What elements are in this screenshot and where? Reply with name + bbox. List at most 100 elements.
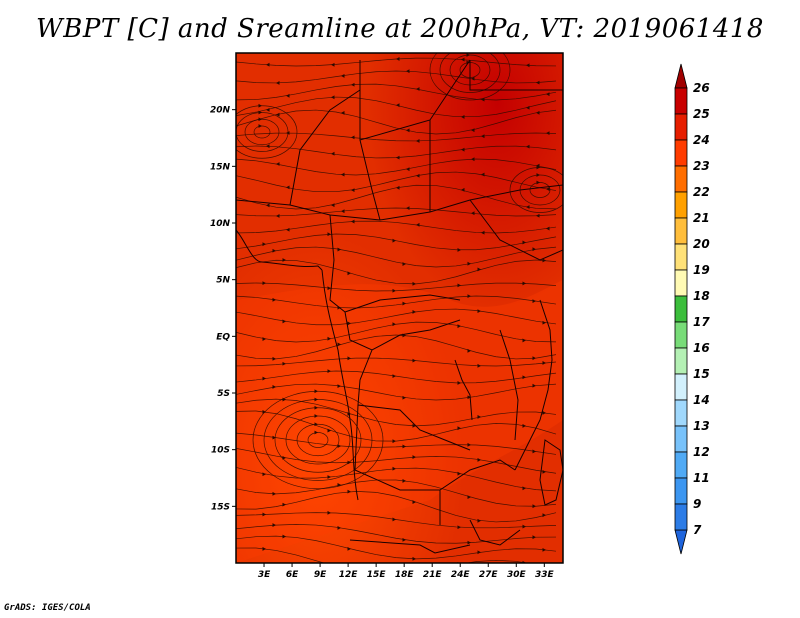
- colorbar-label: 24: [693, 133, 710, 147]
- streamline-arrow: [457, 426, 461, 431]
- streamline-arrow: [532, 449, 536, 454]
- streamline: [236, 259, 557, 285]
- streamline-arrow: [477, 550, 481, 555]
- streamline-arrow: [536, 173, 540, 177]
- coastline-west-africa: [236, 229, 323, 271]
- streamline-arrow: [532, 535, 536, 540]
- streamline-arrow: [536, 180, 540, 185]
- streamline-arrow: [266, 107, 270, 112]
- streamline-arrow: [272, 523, 276, 528]
- streamline-arrow: [522, 281, 526, 286]
- streamline: [252, 390, 384, 490]
- wbpt-field-cool-sw: [236, 53, 563, 563]
- streamline: [236, 479, 557, 507]
- streamline-arrow: [412, 423, 416, 428]
- streamline-arrow: [471, 128, 475, 133]
- streamline-arrow: [477, 267, 481, 272]
- streamline-arrow: [314, 389, 318, 394]
- streamline: [274, 407, 362, 473]
- streamline-arrow: [262, 376, 266, 381]
- border-car: [344, 294, 461, 313]
- streamline-arrow: [327, 369, 331, 374]
- streamline-arrow: [477, 363, 481, 368]
- streamline-arrow: [392, 322, 396, 327]
- streamline: [236, 370, 557, 384]
- streamline: [236, 491, 557, 523]
- map-frame: [235, 52, 564, 564]
- streamline-arrow: [522, 524, 526, 529]
- coastline-gulf: [321, 269, 359, 501]
- streamline-arrow: [457, 248, 461, 252]
- streamline: [236, 334, 557, 360]
- streamline-arrow: [467, 348, 471, 353]
- streamline-arrow: [477, 518, 481, 523]
- lon-tick-label: 24E: [451, 570, 471, 580]
- streamline-arrow: [536, 213, 540, 218]
- streamline-arrow: [392, 466, 396, 471]
- streamline-arrow: [262, 512, 266, 517]
- streamline-arrow: [467, 261, 471, 266]
- streamline: [285, 415, 351, 465]
- colorbar-bin: [674, 347, 688, 375]
- streamline-arrow: [392, 288, 396, 293]
- colorbar-label: 14: [693, 393, 710, 407]
- border-namibia: [349, 539, 471, 554]
- streamline: [236, 448, 557, 474]
- colorbar-label: 13: [693, 419, 710, 433]
- map-panel: 20N 15N 10N 5N EQ 5S 10S 15S 3E 6E 9E 12E 15E 18E 21E…: [210, 46, 564, 580]
- streamline: [236, 295, 557, 309]
- streamline-arrow: [467, 495, 471, 500]
- streamline-arrow: [481, 134, 485, 139]
- streamline-arrow: [466, 46, 470, 50]
- streamline-arrow: [522, 375, 526, 380]
- colorbar-label: 23: [693, 159, 710, 173]
- streamline: [509, 167, 563, 213]
- streamline-arrow: [402, 395, 406, 400]
- wbpt-field-band: [236, 280, 563, 563]
- streamline: [236, 246, 557, 268]
- streamline-arrow: [467, 395, 471, 400]
- streamline-arrow: [266, 62, 270, 67]
- streamline-arrow: [532, 504, 536, 509]
- lat-tick-label: 10N: [210, 219, 231, 229]
- streamline-arrow: [471, 76, 475, 81]
- lon-tick-label: 12E: [339, 570, 359, 580]
- streamline-arrow: [266, 144, 270, 149]
- streamline-arrow: [457, 471, 461, 476]
- colorbar-bin: [674, 139, 688, 167]
- colorbar-label: 22: [693, 185, 710, 199]
- colorbar-bin: [674, 269, 688, 297]
- streamline-arrow: [526, 63, 530, 68]
- streamline: [253, 125, 271, 139]
- streamline-arrow: [471, 211, 475, 216]
- streamline-arrow: [546, 92, 550, 97]
- streamline-arrow: [262, 242, 266, 247]
- streamline-arrow: [542, 547, 546, 552]
- longitude-ticks: 3E 6E 9E 12E 15E 18E 21E 24E 27E 30E 33E: [258, 563, 554, 580]
- streamlines: [236, 46, 563, 563]
- lat-tick-label: 20N: [210, 106, 231, 116]
- streamline-arrow: [532, 247, 536, 252]
- lon-tick-label: 15E: [367, 570, 387, 580]
- lat-tick-label: EQ: [216, 332, 230, 342]
- lon-tick-label: 30E: [507, 570, 527, 580]
- streamline-arrow: [542, 258, 546, 263]
- streamline-arrow: [542, 469, 546, 474]
- streamline: [236, 467, 557, 492]
- lat-tick-label: 10S: [211, 446, 230, 456]
- lon-tick-label: 18E: [395, 570, 415, 580]
- streamline-arrow: [314, 414, 318, 418]
- colorbar-bin: [674, 425, 688, 453]
- streamline-arrow: [457, 283, 461, 288]
- streamline-arrow: [392, 238, 396, 243]
- streamline-arrow: [272, 435, 276, 440]
- streamline-arrow: [276, 112, 280, 117]
- streamline-arrow: [396, 57, 400, 61]
- streamline-arrow: [412, 309, 416, 314]
- border-ethiopia: [469, 199, 563, 261]
- streamline-arrow: [282, 258, 286, 262]
- streamline-arrow: [536, 163, 540, 168]
- border-chad: [359, 139, 381, 221]
- streamline-arrow: [402, 444, 406, 449]
- streamline-arrow: [412, 556, 416, 561]
